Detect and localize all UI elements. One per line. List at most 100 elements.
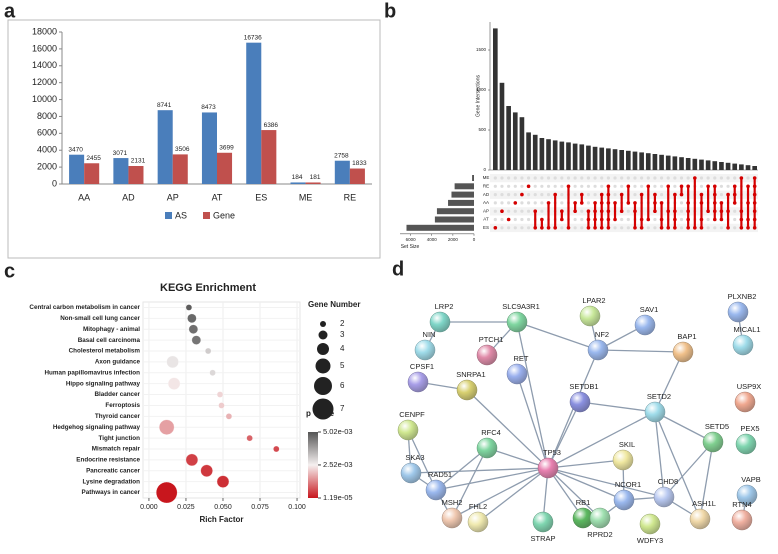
matrix-dot-member [586,209,591,213]
bar [612,149,618,170]
matrix-dot-member [606,192,611,197]
x-axis-label: Set Size [401,244,420,250]
matrix-dot [526,201,531,205]
edge [435,447,488,491]
matrix-dot [540,209,544,213]
legend-swatch [203,212,210,219]
matrix-dot [513,226,517,230]
y-tick-label: Basal cell carcinoma [78,337,141,344]
matrix-dot-member [712,201,717,205]
matrix-dot [606,176,610,180]
matrix-dot [626,217,630,222]
matrix-dot [706,226,710,230]
matrix-dot [540,184,544,188]
node-label: RTN4 [732,500,751,509]
set-label: AP [483,208,489,213]
y-tick-label: 500 [478,127,486,132]
node [429,311,451,333]
node-label: RPRD2 [587,530,612,539]
panel-label: c [4,260,15,282]
node-label: SKIL [619,440,635,449]
y-tick-label: 8000 [37,111,57,121]
node [476,437,498,459]
matrix-dot-member [732,184,737,189]
matrix-dot-member [712,184,717,189]
node [634,314,656,336]
node-label: LPAR2 [582,296,605,305]
node-label: RAD51 [428,470,452,479]
bubble [188,324,199,334]
bar [725,162,731,170]
legend-swatch [165,212,172,219]
matrix-dot-member [560,217,564,222]
matrix-dot-member [746,226,750,230]
data-label: 3506 [175,146,190,153]
matrix-dot-member [553,226,557,230]
matrix-dot [533,176,537,180]
matrix-dot [560,201,564,205]
y-tick-label: Cholesterol metabolism [69,348,141,355]
matrix-dot-member [593,217,597,222]
legend-label: 7 [340,404,345,413]
node [441,507,463,529]
matrix-dot-member [686,217,690,222]
bar [128,166,144,184]
data-label: 3470 [68,146,83,153]
colorbar-label: 1.19e-05 [323,493,353,502]
matrix-dot-member [752,217,757,222]
matrix-dot [507,176,511,180]
bubble [246,434,253,442]
matrix-dot-member [493,226,498,230]
bar [719,162,724,170]
matrix-dot [546,193,551,197]
matrix-dot-member [619,209,624,213]
legend-bubble [314,377,332,395]
matrix-dot [573,176,577,180]
y-tick-label: 2000 [37,161,57,171]
matrix-dot [600,176,604,180]
matrix-dot [560,193,564,197]
set-size-bar [472,175,474,181]
bar [619,150,625,170]
set-size-bar [434,216,474,223]
matrix-dot-member [699,192,704,197]
matrix-dot-member [693,176,697,180]
set-size-bar [436,208,474,215]
node [532,511,554,533]
matrix-dot [653,226,657,230]
set-label: AA [483,200,489,205]
matrix-dot-member [573,201,577,205]
legend-label: Gene [213,210,235,220]
panel-a-frame [7,19,381,259]
matrix-band [490,223,758,233]
node [506,311,528,333]
matrix-dot-member [752,176,757,180]
bar [592,146,598,170]
y-tick-label: Human papillomavirus infection [44,369,140,376]
matrix-dot-member [693,226,697,230]
y-tick-label: 0 [483,167,486,172]
bar [539,138,545,170]
matrix-dot-member [673,217,677,222]
bar [532,134,538,170]
bubble [209,369,216,376]
bar [217,152,233,184]
matrix-dot [566,176,571,180]
node-label: ASH1L [692,499,716,508]
edge [407,429,437,491]
matrix-dot-member [659,217,664,222]
set-label: ES [483,225,489,230]
matrix-dot [733,217,737,222]
y-tick-label: Ferroptosis [105,402,140,409]
node-label: CPSF1 [410,362,434,371]
matrix-dot-member [586,217,591,222]
bar [739,164,744,170]
bar [672,156,678,170]
node [689,508,711,530]
node [731,509,753,531]
legend-bubble [320,321,326,327]
matrix-dot-member [712,192,717,197]
legend-title: p Value [306,409,335,418]
matrix-dot [540,193,544,197]
matrix-dot [526,193,531,197]
